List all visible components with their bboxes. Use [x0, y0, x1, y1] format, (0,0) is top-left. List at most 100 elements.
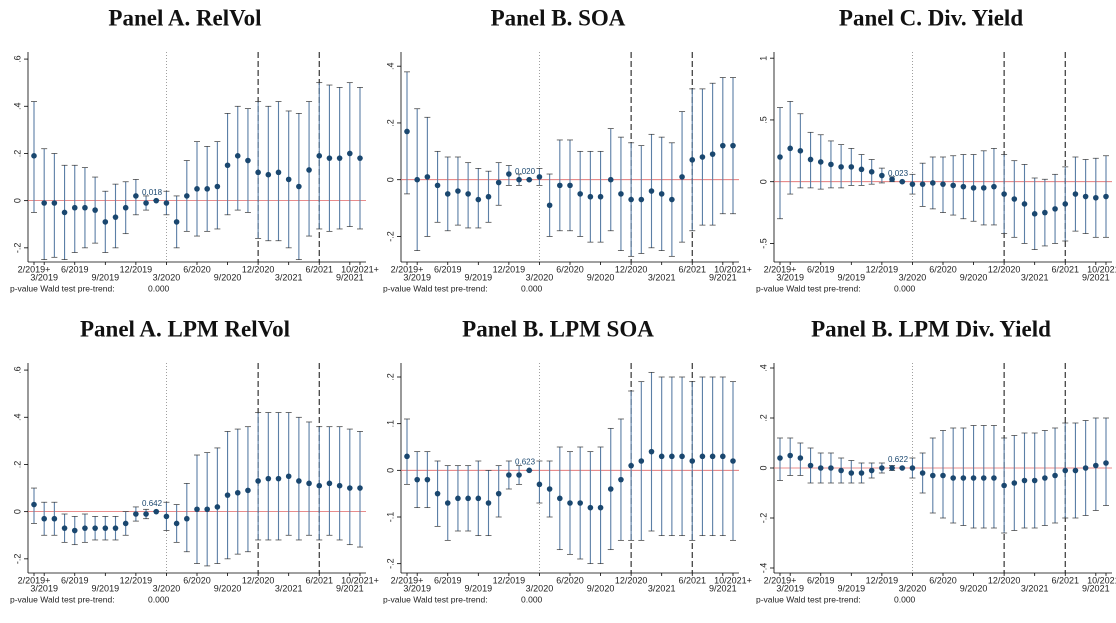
estimate-dot [1052, 472, 1058, 479]
estimate-dot [444, 500, 451, 506]
x-tick-label: 10/2021+ [341, 264, 379, 274]
estimate-dot [1103, 460, 1109, 466]
panel: Panel B. LPM SOA -.2 -.1 0 .1 .2 2/2019+3/2019… [383, 316, 752, 604]
x-tick-label: 2/2019+ [18, 575, 51, 585]
estimate-dot [234, 489, 241, 496]
y-tick-label: 0 [758, 465, 768, 470]
estimate-dot [194, 506, 200, 513]
estimate-dot [61, 525, 68, 531]
estimate-dot [950, 475, 956, 481]
estimate-dot [1021, 477, 1028, 484]
estimate-dot [51, 200, 58, 206]
footnote: p-value Wald test pre-trend: [383, 283, 488, 293]
estimate-dot [163, 513, 170, 520]
x-tick-label: 6/2019 [807, 264, 835, 274]
estimate-dot [879, 465, 885, 471]
estimate-dot [828, 465, 834, 471]
x-tick-label: 6/2021 [678, 575, 706, 585]
estimate-dot [404, 453, 410, 460]
estimate-dot [224, 492, 231, 498]
x-tick-label: 6/2021 [305, 575, 333, 585]
estimate-dot [1011, 480, 1018, 486]
x-tick-label: 12/2020 [615, 264, 648, 274]
estimate-dot [1062, 467, 1069, 474]
footnote: p-value Wald test pre-trend: [756, 594, 861, 604]
x-tick-label: 12/2020 [615, 575, 648, 585]
estimate-dot [699, 453, 706, 460]
estimate-dot [669, 453, 675, 460]
estimate-dot [1011, 196, 1018, 202]
x-tick-label: 9/2020 [587, 583, 615, 593]
estimate-dot [909, 181, 916, 187]
estimate-dot [940, 472, 946, 479]
estimate-dot [214, 504, 221, 510]
estimate-dot [858, 470, 865, 476]
y-tick-label: .6 [12, 55, 22, 63]
estimate-dot [455, 188, 461, 194]
x-tick-label: 2/2019+ [764, 575, 797, 585]
estimate-dot [1031, 211, 1038, 217]
panel-title: Panel A. LPM RelVol [80, 316, 290, 341]
estimate-dot [1001, 482, 1007, 489]
estimate-dot [838, 467, 844, 474]
estimate-dot [838, 164, 844, 170]
x-tick-label: 9/2019 [92, 272, 120, 282]
estimate-dot [807, 156, 814, 163]
x-tick-label: 3/2019 [30, 272, 58, 282]
x-tick-label: 9/2019 [92, 583, 120, 593]
estimate-dot [465, 191, 471, 197]
estimate-dot [82, 525, 88, 531]
footnote-value: 0.000 [148, 283, 170, 293]
panel: Panel B. SOA-.20.2.42/2019+3/20196/20199… [383, 5, 752, 293]
estimate-dot [577, 500, 583, 506]
x-tick-label: 3/2020 [153, 583, 181, 593]
x-tick-label: 3/2021 [275, 583, 303, 593]
estimate-dot [245, 157, 251, 164]
y-tick-label: -.4 [758, 563, 768, 574]
estimate-dot [526, 467, 533, 474]
estimate-dot [173, 219, 180, 225]
annotation: 0.623 [515, 457, 536, 466]
estimate-dot [255, 478, 261, 484]
x-tick-label: 10/2021+ [341, 575, 379, 585]
x-tick-label: 6/2020 [183, 575, 211, 585]
estimate-dot [930, 472, 936, 479]
y-tick-label: .2 [12, 150, 22, 158]
y-tick-label: -.2 [12, 554, 22, 565]
estimate-dot [347, 150, 353, 157]
estimate-dot [889, 176, 895, 183]
estimate-dot [357, 485, 363, 491]
estimate-dot [92, 207, 98, 213]
x-tick-label: 9/2021 [1082, 583, 1110, 593]
estimate-dot [940, 181, 946, 187]
estimate-dot [245, 487, 251, 494]
estimate-dot [607, 176, 614, 183]
estimate-dot [296, 478, 302, 484]
estimate-dot [1062, 201, 1069, 207]
y-tick-label: .6 [12, 366, 22, 374]
estimate-dot [224, 162, 231, 169]
x-tick-label: 6/2020 [929, 264, 957, 274]
x-tick-label: 12/2019 [120, 264, 153, 274]
estimate-dot [777, 154, 783, 160]
estimate-dot [618, 476, 624, 483]
x-tick-label: 12/2020 [242, 264, 275, 274]
estimate-dot [858, 166, 865, 173]
panel-title: Panel B. LPM SOA [462, 316, 654, 341]
estimate-dot [587, 504, 594, 511]
estimate-dot [567, 182, 573, 189]
x-tick-label: 2/2019+ [18, 264, 51, 274]
estimate-dot [102, 525, 109, 531]
estimate-dot [991, 475, 997, 481]
y-tick-label: .2 [385, 373, 395, 381]
estimate-dot [889, 465, 895, 471]
estimate-dot [1082, 465, 1089, 471]
estimate-dot [414, 176, 420, 183]
estimate-dot [1021, 201, 1028, 207]
estimate-dot [1072, 467, 1079, 474]
x-tick-label: 10/2021+ [1087, 575, 1116, 585]
x-tick-label: 9/2019 [465, 272, 493, 282]
estimate-dot [828, 161, 834, 168]
estimate-dot [316, 482, 323, 489]
x-tick-label: 9/2019 [838, 583, 866, 593]
